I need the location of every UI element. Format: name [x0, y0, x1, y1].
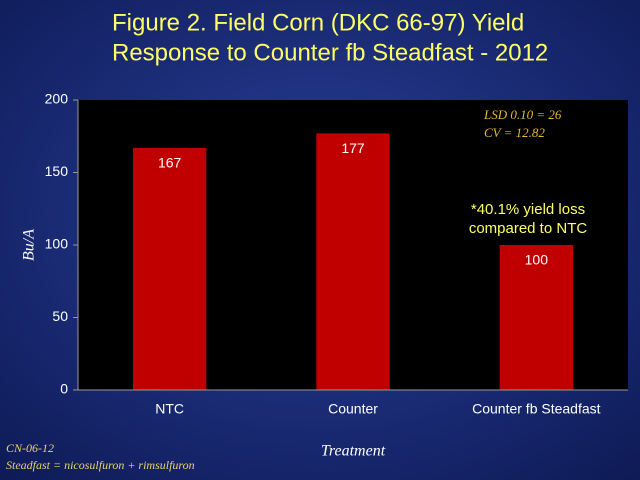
- chart-title: Response to Counter fb Steadfast - 2012: [112, 39, 548, 66]
- footnote: Steadfast = nicosulfuron + rimsulfuron: [6, 458, 195, 472]
- annotation: *40.1% yield loss: [471, 201, 585, 218]
- data-label: 177: [341, 140, 365, 156]
- stat-note: LSD 0.10 = 26: [483, 107, 562, 122]
- x-tick-label: Counter: [328, 401, 378, 417]
- chart-title: Figure 2. Field Corn (DKC 66-97) Yield: [112, 9, 524, 36]
- bar: [316, 133, 390, 390]
- stat-note: CV = 12.82: [484, 125, 545, 140]
- y-tick-label: 150: [45, 163, 69, 179]
- y-tick-label: 100: [45, 236, 69, 252]
- y-tick-label: 0: [60, 381, 68, 397]
- y-tick-label: 50: [52, 308, 68, 324]
- bar: [133, 147, 207, 390]
- x-tick-label: NTC: [155, 401, 184, 417]
- annotation: compared to NTC: [469, 220, 588, 237]
- data-label: 100: [525, 252, 549, 268]
- footnote: CN-06-12: [6, 441, 54, 455]
- x-axis-label: Treatment: [321, 443, 386, 460]
- y-axis-label: Bu/A: [21, 229, 38, 261]
- bar: [499, 245, 573, 390]
- x-tick-label: Counter fb Steadfast: [472, 401, 601, 417]
- y-tick-label: 200: [45, 91, 69, 107]
- data-label: 167: [158, 155, 182, 171]
